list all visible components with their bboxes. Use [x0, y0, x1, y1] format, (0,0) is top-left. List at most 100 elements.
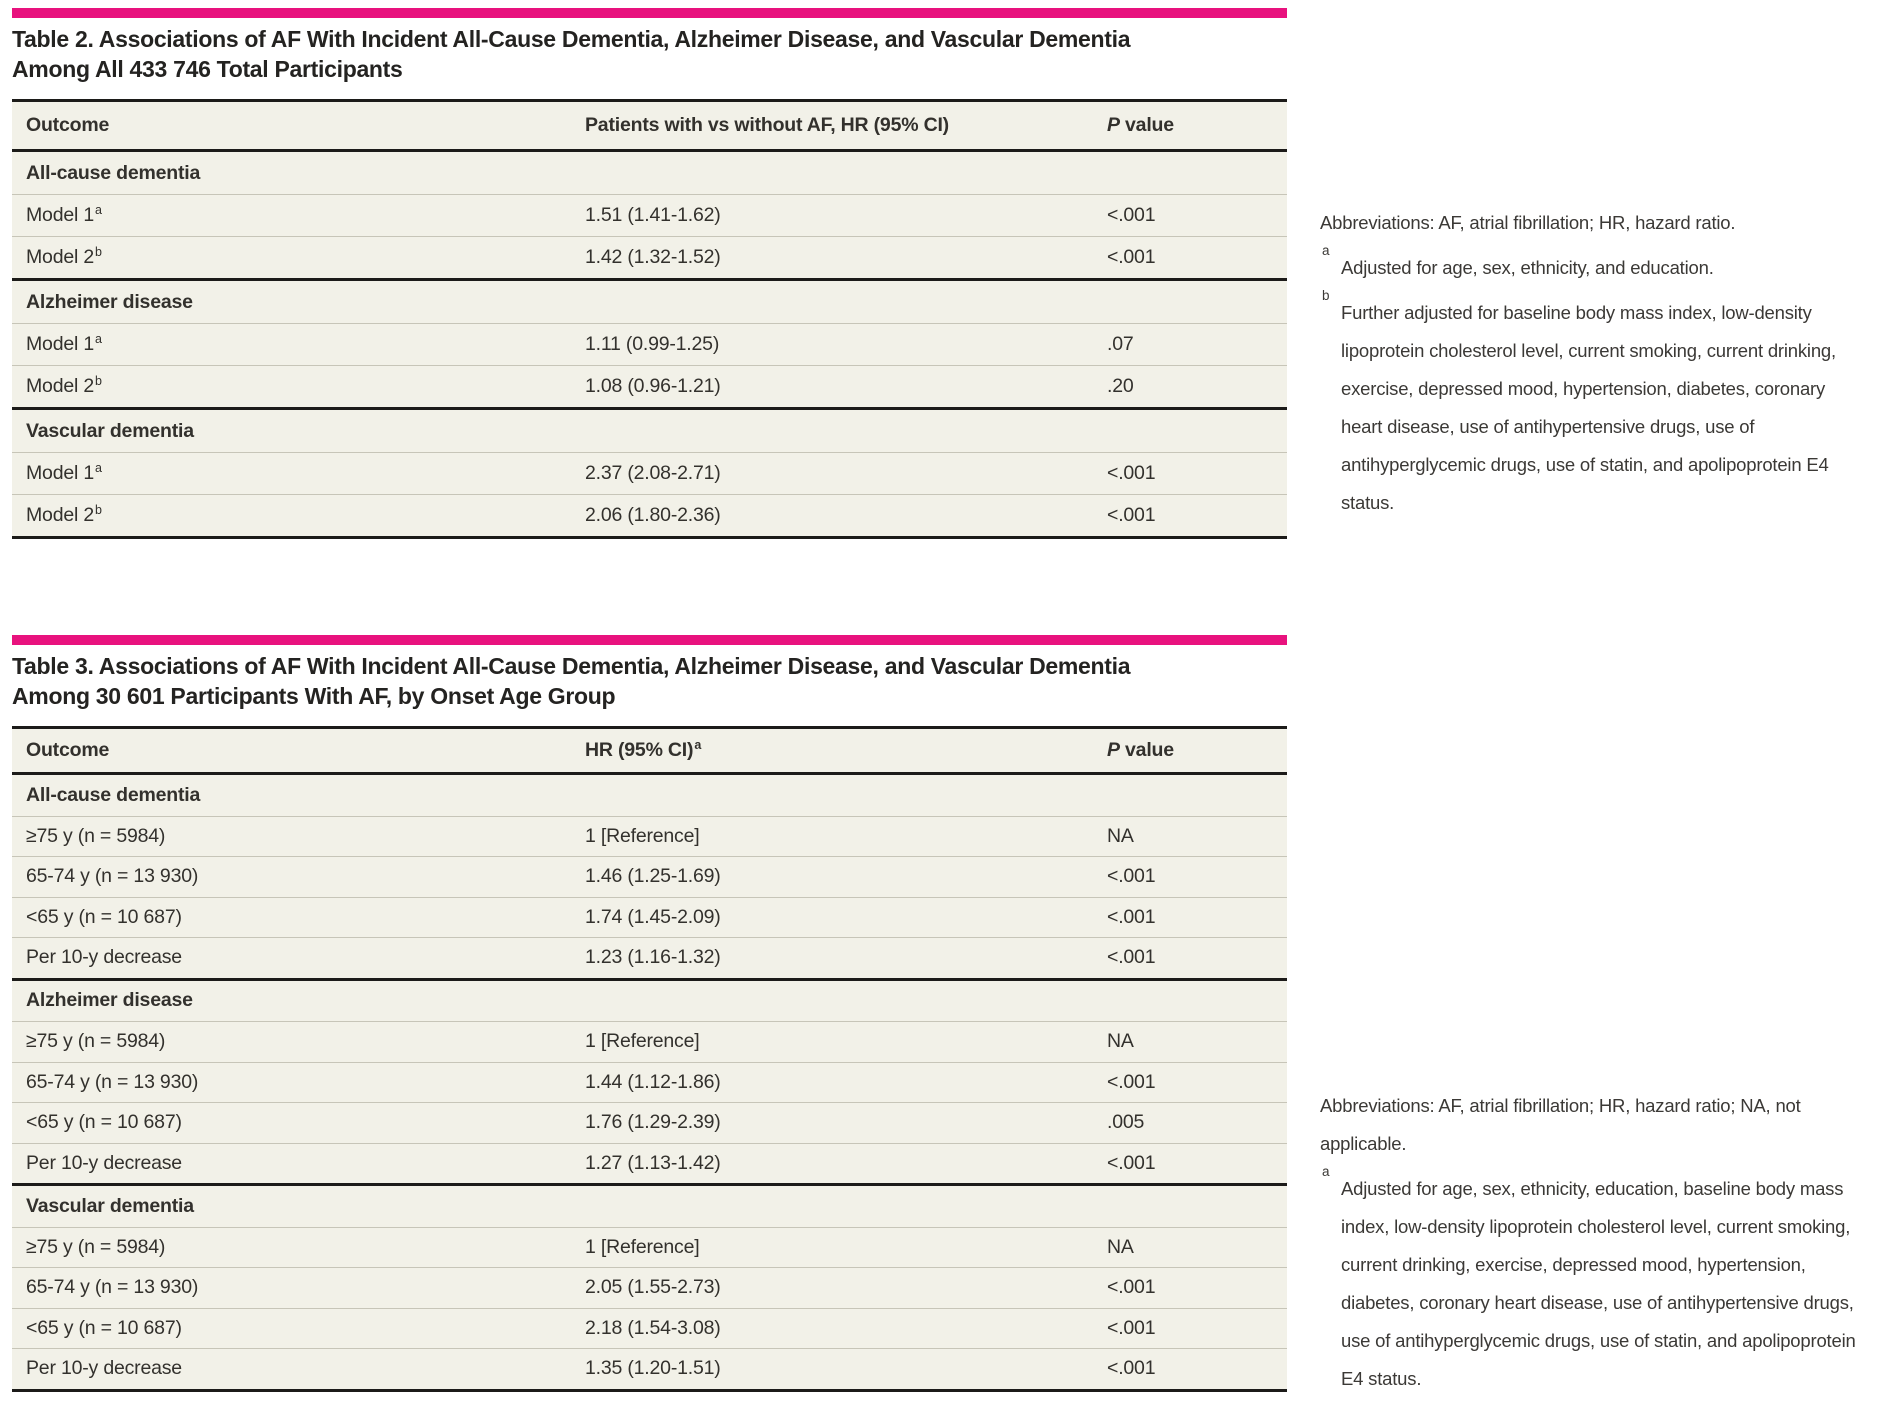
table-row: <65 y (n = 10 687) 1.76 (1.29-2.39) .005: [12, 1102, 1287, 1143]
table3-block: Table 3. Associations of AF With Inciden…: [12, 635, 1892, 1392]
table-row: Model 2b 1.42 (1.32-1.52) <.001: [12, 236, 1287, 278]
row-label: <65 y (n = 10 687): [26, 1316, 182, 1339]
section-header-row: Alzheimer disease: [26, 290, 193, 313]
table-row: Model 1a 1.51 (1.41-1.62) <.001: [12, 194, 1287, 236]
column-header-hr-sup: a: [694, 737, 702, 752]
abbreviations-text: Abbreviations: AF, atrial fibrillation; …: [1320, 1095, 1801, 1154]
section-all-cause-dementia: All-cause dementia ≥75 y (n = 5984) 1 [R…: [12, 775, 1287, 978]
table3-title: Table 3. Associations of AF With Inciden…: [12, 651, 1287, 711]
section-header-row: Vascular dementia: [26, 1194, 194, 1217]
row-label: 65-74 y (n = 13 930): [26, 1070, 199, 1093]
pvalue-italic-p: P: [1107, 114, 1120, 136]
row-label: Per 10-y decrease: [26, 946, 182, 969]
p-value: NA: [1107, 1030, 1134, 1053]
section-vascular-dementia: Vascular dementia Model 1a 2.37 (2.08-2.…: [12, 407, 1287, 536]
row-label-text: Model 1: [26, 462, 94, 484]
table-row: Model 2b 1.08 (0.96-1.21) .20: [12, 365, 1287, 407]
pvalue-italic-p: P: [1107, 739, 1120, 761]
table2: Outcome Patients with vs without AF, HR …: [12, 99, 1287, 539]
row-label-text: Model 1: [26, 204, 94, 226]
column-header-pvalue: P value: [1107, 739, 1287, 762]
row-label-text: Model 2: [26, 246, 94, 268]
p-value: <.001: [1107, 1151, 1156, 1174]
table2-title-line1: Table 2. Associations of AF With Inciden…: [12, 26, 1131, 52]
row-label: Per 10-y decrease: [26, 1151, 182, 1174]
row-label-text: Model 2: [26, 375, 94, 397]
hr-value: 2.05 (1.55-2.73): [585, 1276, 721, 1299]
table3-title-line2: Among 30 601 Participants With AF, by On…: [12, 683, 616, 709]
section-all-cause-dementia: All-cause dementia Model 1a 1.51 (1.41-1…: [12, 152, 1287, 278]
p-value: <.001: [1107, 246, 1156, 268]
hr-value: 2.06 (1.80-2.36): [585, 504, 721, 526]
p-value: .005: [1107, 1111, 1145, 1134]
section-vascular-dementia: Vascular dementia ≥75 y (n = 5984) 1 [Re…: [12, 1183, 1287, 1389]
footnote-a-text: Adjusted for age, sex, ethnicity, and ed…: [1341, 257, 1714, 278]
table-row: ≥75 y (n = 5984) 1 [Reference] NA: [12, 1021, 1287, 1062]
row-label-sup: b: [94, 502, 102, 517]
pvalue-rest: value: [1119, 739, 1174, 761]
row-label: Model 2b: [12, 244, 585, 269]
table3-notes: Abbreviations: AF, atrial fibrillation; …: [1320, 1087, 1860, 1405]
accent-bar: [12, 635, 1287, 645]
row-label: Model 2b: [12, 502, 585, 527]
hr-value: 1.23 (1.16-1.32): [585, 946, 721, 969]
p-value: <.001: [1107, 204, 1156, 226]
section-header-row: All-cause dementia: [26, 161, 201, 184]
row-label: Model 1a: [12, 331, 585, 356]
hr-value: 1 [Reference]: [585, 1235, 700, 1258]
section-alzheimer-disease: Alzheimer disease Model 1a 1.11 (0.99-1.…: [12, 278, 1287, 407]
section-header-row: All-cause dementia: [26, 783, 201, 806]
column-header-outcome: Outcome: [26, 739, 110, 761]
p-value: .20: [1107, 375, 1134, 397]
p-value: <.001: [1107, 905, 1156, 928]
table-row: ≥75 y (n = 5984) 1 [Reference] NA: [12, 815, 1287, 857]
section-header-row: Vascular dementia: [26, 419, 194, 442]
hr-value: 1.44 (1.12-1.86): [585, 1070, 721, 1093]
footnote-a-mark: a: [1322, 243, 1330, 258]
row-label: Model 1a: [12, 203, 585, 227]
pvalue-rest: value: [1119, 114, 1174, 136]
p-value: <.001: [1107, 462, 1156, 484]
hr-value: 1.74 (1.45-2.09): [585, 905, 721, 928]
p-value: <.001: [1107, 1316, 1156, 1339]
table-row: Model 1a 1.11 (0.99-1.25) .07: [12, 323, 1287, 365]
column-header-hr: Patients with vs without AF, HR (95% CI): [585, 114, 1107, 137]
footnote-b-mark: b: [1322, 288, 1330, 303]
row-label: ≥75 y (n = 5984): [26, 824, 166, 847]
table2-block: Table 2. Associations of AF With Inciden…: [12, 8, 1892, 539]
hr-value: 1.51 (1.41-1.62): [585, 204, 721, 226]
row-label-sup: b: [94, 244, 102, 259]
hr-value: 1.35 (1.20-1.51): [585, 1357, 721, 1380]
hr-value: 2.18 (1.54-3.08): [585, 1316, 721, 1339]
row-label-sup: b: [94, 373, 102, 388]
p-value: <.001: [1107, 504, 1156, 526]
row-label: ≥75 y (n = 5984): [26, 1030, 166, 1053]
row-label-text: Model 1: [26, 333, 94, 355]
row-label: <65 y (n = 10 687): [26, 1111, 182, 1134]
row-label: <65 y (n = 10 687): [26, 905, 182, 928]
p-value: NA: [1107, 1235, 1134, 1258]
column-header-hr-label: HR (95% CI): [585, 739, 694, 761]
footnote-a-text: Adjusted for age, sex, ethnicity, educat…: [1341, 1178, 1856, 1389]
row-label: 65-74 y (n = 13 930): [26, 865, 199, 888]
table-row: 65-74 y (n = 13 930) 1.44 (1.12-1.86) <.…: [12, 1061, 1287, 1103]
row-label-sup: a: [94, 331, 102, 346]
accent-bar: [12, 8, 1287, 18]
footnote-a: a Adjusted for age, sex, ethnicity, and e…: [1320, 244, 1860, 287]
table-row: 65-74 y (n = 13 930) 1.46 (1.25-1.69) <.…: [12, 856, 1287, 897]
row-label: Per 10-y decrease: [26, 1357, 182, 1380]
table3-header-row: Outcome HR (95% CI)a P value: [12, 729, 1287, 775]
section-alzheimer-disease: Alzheimer disease ≥75 y (n = 5984) 1 [Re…: [12, 977, 1287, 1184]
table3-title-line1: Table 3. Associations of AF With Inciden…: [12, 653, 1131, 679]
hr-value: 1.42 (1.32-1.52): [585, 246, 721, 268]
table-row: Per 10-y decrease 1.35 (1.20-1.51) <.001: [12, 1348, 1287, 1389]
footnote-b: b Further adjusted for baseline body mass…: [1320, 289, 1860, 522]
column-header-pvalue: P value: [1107, 114, 1287, 137]
p-value: NA: [1107, 824, 1134, 847]
table-row: 65-74 y (n = 13 930) 2.05 (1.55-2.73) <.…: [12, 1267, 1287, 1308]
column-header-hr: HR (95% CI)a: [585, 737, 1107, 762]
table2-title-line2: Among All 433 746 Total Participants: [12, 56, 403, 82]
footnote-b-text: Further adjusted for baseline body mass …: [1341, 302, 1836, 513]
row-label: Model 2b: [12, 373, 585, 398]
footnote-a-mark: a: [1322, 1164, 1330, 1179]
